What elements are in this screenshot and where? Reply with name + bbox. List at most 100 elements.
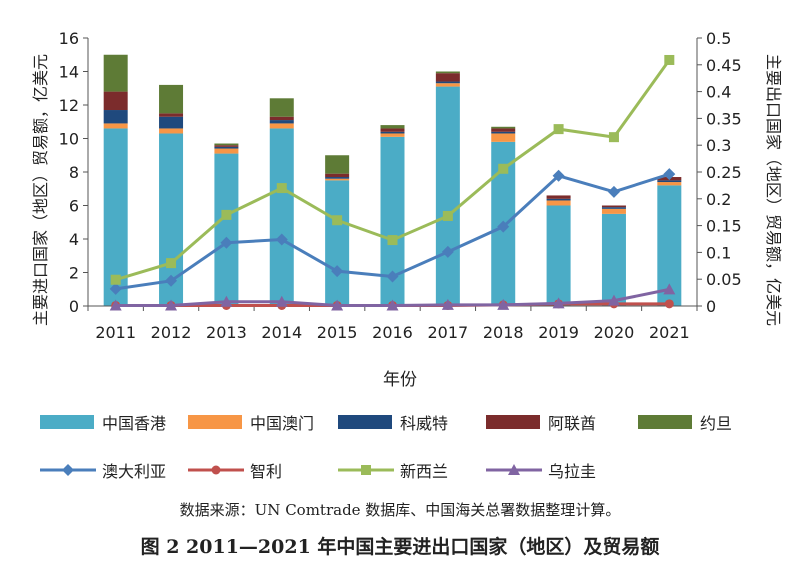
bar-segment <box>601 208 626 214</box>
line-point <box>387 235 398 246</box>
bar-segment <box>491 128 516 132</box>
figure-caption: 图 2 2011—2021 年中国主要进出口国家（地区）及贸易额 <box>140 536 660 558</box>
bar-segment <box>380 131 405 134</box>
bar-layer <box>103 54 682 306</box>
legend-line-swatch <box>188 465 244 475</box>
line-point <box>498 163 509 174</box>
line-point <box>211 465 221 475</box>
line-point <box>276 183 287 194</box>
x-tick-label: 2015 <box>317 323 358 342</box>
bar-segment <box>601 205 626 208</box>
y-right-tick-label: 0.4 <box>706 83 731 102</box>
line-point <box>165 299 178 311</box>
bar-segment <box>159 128 184 134</box>
y-left-tick-label: 14 <box>59 63 79 82</box>
bar-segment <box>214 153 239 306</box>
bar-segment <box>491 131 516 134</box>
x-tick-label: 2016 <box>372 323 413 342</box>
legend-item: 科威特 <box>338 410 448 434</box>
line-point <box>62 464 74 476</box>
line-point <box>165 274 178 287</box>
bar-segment <box>325 178 350 181</box>
legend-label: 约旦 <box>700 414 733 433</box>
x-tick-label: 2012 <box>151 323 192 342</box>
bar-segment <box>546 205 571 306</box>
bar-segment <box>380 128 405 132</box>
bar-segment <box>214 145 239 147</box>
bar-segment <box>214 146 239 149</box>
x-tick-label: 2020 <box>594 323 635 342</box>
legend-item: 乌拉圭 <box>486 458 596 482</box>
bar-segment <box>435 71 460 74</box>
legend-item: 约旦 <box>638 410 732 434</box>
x-tick-label: 2011 <box>95 323 136 342</box>
line-point <box>664 54 675 65</box>
line-point <box>275 295 288 307</box>
bar-segment <box>269 116 294 121</box>
bar-segment <box>269 123 294 129</box>
bar-segment <box>325 177 350 179</box>
legend-line-swatch <box>40 464 96 476</box>
line-point <box>331 299 344 311</box>
legend-label: 中国澳门 <box>250 414 315 433</box>
line-point <box>109 299 122 311</box>
legend-label: 科威特 <box>400 414 449 433</box>
legend-label: 中国香港 <box>102 414 167 433</box>
line-layer <box>109 54 676 311</box>
x-tick-label: 2019 <box>538 323 579 342</box>
legend-label: 乌拉圭 <box>548 462 597 481</box>
line-point <box>663 168 676 181</box>
bar-segment <box>380 133 405 137</box>
bar-segment <box>103 91 128 111</box>
x-tick-label: 2017 <box>428 323 469 342</box>
line-point <box>608 132 619 143</box>
bar-segment <box>159 116 184 129</box>
combo-chart: 0 2 4 6 8 10 12 14 16 0 0.05 0.1 0.15 0.2 0.25 0.3 0.35 0… <box>31 29 783 390</box>
bar-segment <box>601 207 626 209</box>
line-point <box>220 295 233 307</box>
legend-swatch <box>638 415 692 429</box>
x-tick-label: 2014 <box>261 323 302 342</box>
legend-item: 澳大利亚 <box>40 458 166 482</box>
bar-segment <box>103 110 128 124</box>
legend-swatch <box>338 415 392 429</box>
line-point <box>508 464 520 475</box>
y-right-tick-label: 0.3 <box>706 136 731 155</box>
bar-segment <box>269 128 294 306</box>
line-point <box>663 283 676 295</box>
bar-segment <box>214 148 239 154</box>
y-left-tick-label: 16 <box>59 29 79 48</box>
bar-segment <box>269 98 294 117</box>
bar-segment <box>325 173 350 178</box>
y-right-tick-label: 0.05 <box>706 270 742 289</box>
legend-item: 智利 <box>188 458 282 482</box>
legend-swatch <box>486 415 540 429</box>
y-left-tick-label: 6 <box>69 197 79 216</box>
axes-layer: 0 2 4 6 8 10 12 14 16 0 0.05 0.1 0.15 0.2 0.25 0.3 0.35 0… <box>59 29 742 342</box>
y-right-tick-label: 0.35 <box>706 109 742 128</box>
y-left-tick-label: 2 <box>69 264 79 283</box>
y-right-tick-label: 0.1 <box>706 243 731 262</box>
line-point <box>275 233 288 246</box>
legend-line-swatch <box>338 465 394 475</box>
line-point <box>664 299 674 309</box>
bar-segment <box>159 84 184 114</box>
line-point <box>497 220 510 233</box>
y-right-tick-label: 0.25 <box>706 163 742 182</box>
line-point <box>109 282 122 295</box>
bar-segment <box>491 126 516 129</box>
bar-segment <box>657 180 682 183</box>
source-note: 数据来源：UN Comtrade 数据库、中国海关总署数据整理计算。 <box>179 501 621 519</box>
line-point <box>553 124 564 135</box>
bar-segment <box>103 123 128 129</box>
bar-segment <box>546 198 571 201</box>
line-point <box>607 294 620 306</box>
bar-segment <box>103 54 128 92</box>
x-tick-label: 2018 <box>483 323 524 342</box>
bar-segment <box>546 195 571 199</box>
legend-item: 阿联酋 <box>486 410 596 434</box>
x-tick-label: 2021 <box>649 323 690 342</box>
y-left-tick-label: 10 <box>59 130 79 149</box>
y-right-tick-label: 0.15 <box>706 217 742 236</box>
bar-segment <box>601 213 626 306</box>
